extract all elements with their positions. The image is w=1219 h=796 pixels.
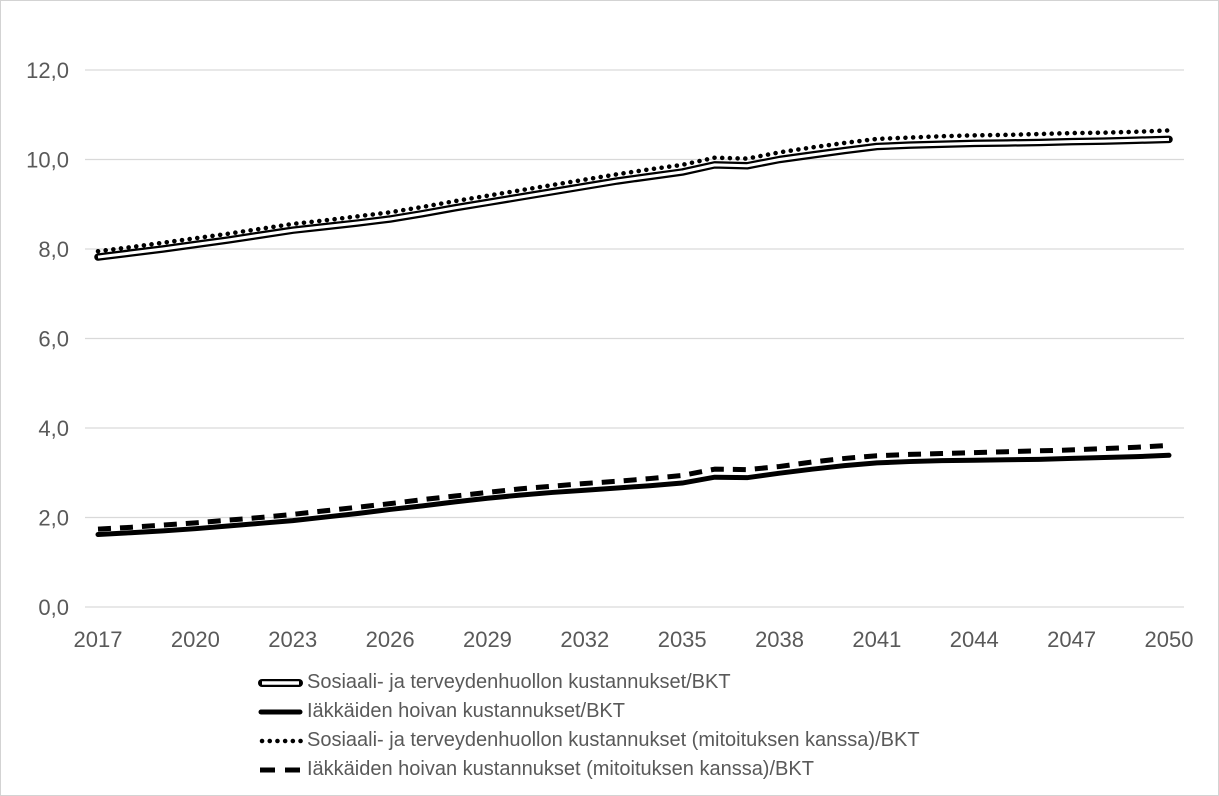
chart-legend: Sosiaali- ja terveydenhuollon kustannuks… (257, 668, 920, 784)
legend-item-sote-mitoitus: Sosiaali- ja terveydenhuollon kustannuks… (257, 726, 920, 755)
legend-swatch-dashed-line-icon (260, 767, 302, 772)
y-axis-tick-label: 0,0 (38, 595, 69, 620)
y-axis-tick-label: 10,0 (26, 148, 69, 173)
legend-swatch-dotted-line-icon (259, 738, 304, 743)
y-axis-tick-label: 8,0 (38, 237, 69, 262)
x-axis-tick-label: 2041 (852, 627, 901, 652)
x-axis-tick-label: 2047 (1047, 627, 1096, 652)
legend-label: Iäkkäiden hoivan kustannukset (mitoituks… (307, 758, 814, 780)
x-axis-tick-label: 2044 (950, 627, 999, 652)
series-line-0-inner (97, 137, 1170, 259)
legend-label: Sosiaali- ja terveydenhuollon kustannuks… (307, 671, 731, 693)
x-axis-tick-label: 2035 (658, 627, 707, 652)
series-line-1 (95, 452, 1172, 538)
y-axis-tick-label: 2,0 (38, 506, 69, 531)
series-line-0 (94, 135, 1173, 261)
x-axis-tick-label: 2026 (366, 627, 415, 652)
x-axis-tick-label: 2029 (463, 627, 512, 652)
legend-label: Iäkkäiden hoivan kustannukset/BKT (307, 700, 625, 722)
legend-swatch-double-line-icon (258, 678, 303, 687)
legend-item-iakkaiden-mitoitus: Iäkkäiden hoivan kustannukset (mitoituks… (257, 755, 920, 784)
x-axis-tick-label: 2023 (268, 627, 317, 652)
y-axis-tick-label: 6,0 (38, 327, 69, 352)
series-line-2 (95, 128, 1172, 254)
y-axis-tick-label: 4,0 (38, 416, 69, 441)
legend-item-sote: Sosiaali- ja terveydenhuollon kustannuks… (257, 668, 920, 697)
series-line-3 (97, 442, 1170, 532)
y-axis-tick-label: 12,0 (26, 58, 69, 83)
x-axis-tick-label: 2038 (755, 627, 804, 652)
x-axis-tick-label: 2017 (74, 627, 123, 652)
legend-swatch-solid-line-icon (258, 709, 303, 714)
x-axis-tick-label: 2050 (1145, 627, 1194, 652)
x-axis-tick-label: 2020 (171, 627, 220, 652)
legend-item-iakkaiden: Iäkkäiden hoivan kustannukset/BKT (257, 697, 920, 726)
legend-label: Sosiaali- ja terveydenhuollon kustannuks… (307, 729, 920, 751)
x-axis-tick-label: 2032 (560, 627, 609, 652)
